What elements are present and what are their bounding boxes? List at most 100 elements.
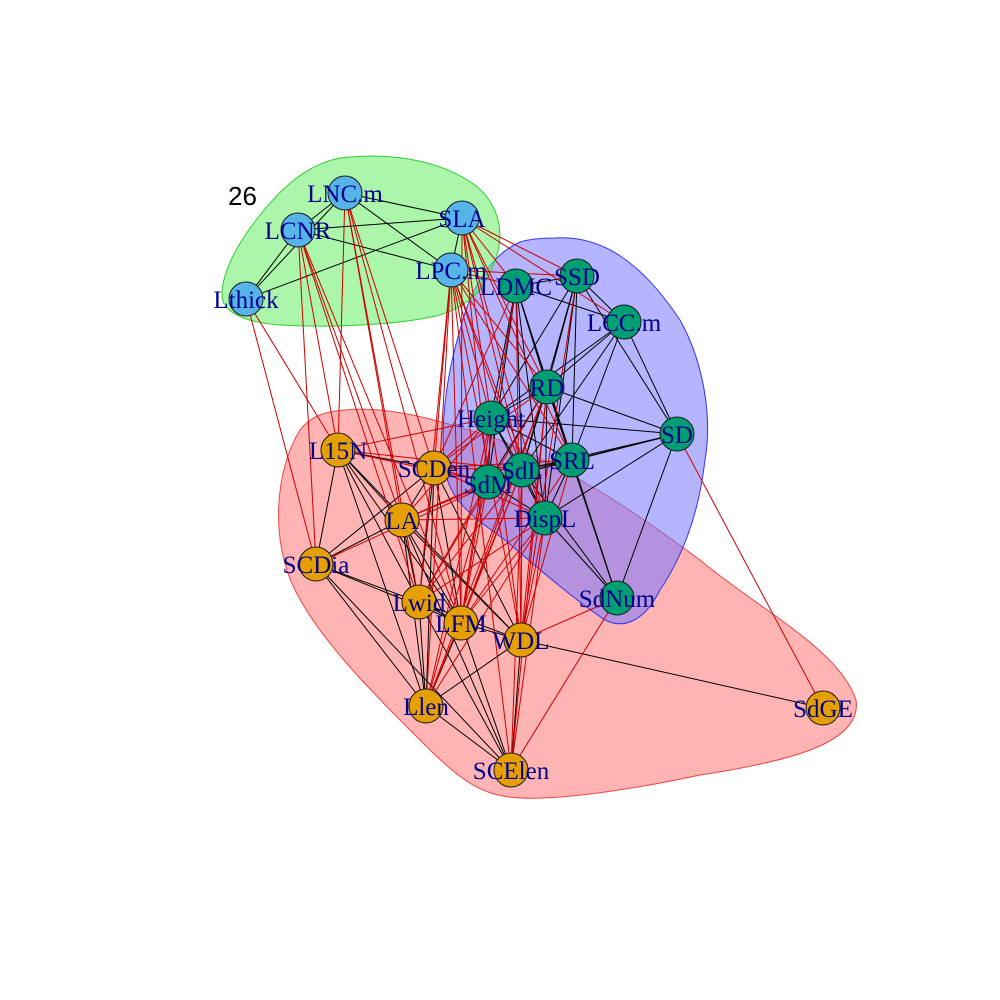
node-llen[interactable] xyxy=(408,688,444,724)
edge-sla-sdl xyxy=(461,217,523,471)
edge-la-displ xyxy=(401,517,546,521)
node-lcnr[interactable] xyxy=(280,212,316,248)
edge-ldmc-displ xyxy=(515,285,546,519)
edge-sd-sdnum xyxy=(616,433,678,599)
edge-sla-lcc-m xyxy=(461,217,625,323)
node-lfm[interactable] xyxy=(443,605,479,641)
node-label-sdm: SdM xyxy=(464,472,513,499)
edge-lcnr-scdia xyxy=(297,229,317,565)
node-label-scelen: SCElen xyxy=(473,758,550,785)
edge-l15n-lwid xyxy=(337,449,420,603)
node-scdia[interactable] xyxy=(298,546,334,582)
edge-wdl-height xyxy=(490,417,522,641)
edge-lnc-m-lpc-m xyxy=(344,192,452,271)
edge-llen-sdl xyxy=(425,469,523,707)
node-lwid[interactable] xyxy=(401,584,437,620)
edge-wdl-llen xyxy=(425,639,522,707)
edge-ssd-height xyxy=(490,275,578,419)
edge-lwid-displ xyxy=(418,517,546,603)
node-displ[interactable] xyxy=(527,500,563,536)
node-l15n[interactable] xyxy=(320,432,356,468)
edge-sla-height xyxy=(461,217,492,419)
edge-l15n-scdia xyxy=(315,449,339,565)
node-label-lnc-m: LNC.m xyxy=(307,181,383,208)
edge-llen-height xyxy=(425,417,492,707)
node-label-la: LA xyxy=(385,508,418,535)
edge-lpc-m-rd xyxy=(450,269,548,388)
node-lthick[interactable] xyxy=(228,281,264,317)
edge-ldmc-lcc-m xyxy=(515,285,625,323)
node-sla[interactable] xyxy=(444,200,480,236)
edge-llen-sdm xyxy=(425,481,489,707)
node-la[interactable] xyxy=(384,502,420,538)
edge-lfm-srl xyxy=(460,459,573,624)
node-height[interactable] xyxy=(473,400,509,436)
node-ssd[interactable] xyxy=(559,258,595,294)
edge-llen-scelen xyxy=(425,705,512,771)
edge-scden-ldmc xyxy=(433,285,517,469)
edge-l15n-height xyxy=(337,417,492,451)
edge-sdge-sd xyxy=(676,433,824,709)
edge-la-scelen xyxy=(401,519,512,771)
node-label-lwid: Lwid xyxy=(393,590,446,617)
node-label-lpc-m: LPC.m xyxy=(415,258,487,285)
edge-scdia-lfm xyxy=(315,563,462,624)
edge-sla-lthick xyxy=(245,217,463,300)
node-scden[interactable] xyxy=(416,450,452,486)
edge-ldmc-sdl xyxy=(515,285,523,471)
edge-lcnr-sla xyxy=(297,217,463,231)
node-wdl[interactable] xyxy=(503,622,539,658)
node-srl[interactable] xyxy=(554,442,590,478)
edge-rd-sd xyxy=(546,386,678,435)
edge-ssd-srl xyxy=(571,275,578,461)
edge-lnc-m-lfm xyxy=(344,192,462,624)
edge-lpc-m-lwid xyxy=(418,269,452,603)
edge-scelen-sdnum xyxy=(510,597,618,771)
node-label-ldmc: LDMC xyxy=(480,274,552,301)
edge-lnc-m-sla xyxy=(344,192,463,219)
edge-lpc-m-height xyxy=(450,269,492,419)
node-sd[interactable] xyxy=(659,416,695,452)
node-label-height: Height xyxy=(457,406,525,433)
node-label-lcnr: LCNR xyxy=(265,218,332,245)
node-sdl[interactable] xyxy=(504,452,540,488)
node-lnc-m[interactable] xyxy=(327,175,363,211)
node-label-llen: Llen xyxy=(403,694,449,721)
node-label-rd: RD xyxy=(530,375,565,402)
edge-lpc-m-llen xyxy=(425,269,452,707)
node-label-sdl: SdL xyxy=(501,458,543,485)
node-label-sd: SD xyxy=(661,422,693,449)
panel-label: 26 xyxy=(228,181,257,211)
node-label-scdia: SCDia xyxy=(283,552,350,579)
edge-lcc-m-sd xyxy=(623,321,678,435)
edge-sla-lfm xyxy=(460,217,463,624)
edge-rd-displ xyxy=(544,386,548,519)
edge-lfm-height xyxy=(460,417,492,624)
edge-scelen-rd xyxy=(510,386,548,771)
edge-l15n-sdm xyxy=(337,449,489,483)
edge-lcnr-lfm xyxy=(297,229,462,624)
node-label-lcc-m: LCC.m xyxy=(587,310,662,337)
node-sdge[interactable] xyxy=(805,690,841,726)
node-lpc-m[interactable] xyxy=(433,252,469,288)
node-lcc-m[interactable] xyxy=(606,304,642,340)
edge-lthick-scdia xyxy=(245,298,317,565)
node-label-ssd: SSD xyxy=(554,264,600,291)
node-ldmc[interactable] xyxy=(498,268,534,304)
node-scelen[interactable] xyxy=(493,752,529,788)
edge-scden-srl xyxy=(433,459,573,469)
edge-wdl-ssd xyxy=(520,275,578,641)
labels-layer: LNC.m LCNR SLA LPC.m Lthick LDMC SSD LCC.m RDHei… xyxy=(213,181,853,785)
edge-lfm-sdm xyxy=(460,481,489,624)
edge-wdl-srl xyxy=(520,459,573,641)
edge-lfm-displ xyxy=(460,517,546,624)
edge-scdia-scelen xyxy=(315,563,512,771)
edge-la-lfm xyxy=(401,519,462,624)
node-sdnum[interactable] xyxy=(599,580,635,616)
edge-sla-ssd xyxy=(461,217,578,277)
edge-lpc-m-sdl xyxy=(450,269,523,471)
node-rd[interactable] xyxy=(529,369,565,405)
node-sdm[interactable] xyxy=(470,464,506,500)
edge-lwid-scelen xyxy=(418,601,512,771)
edge-lcnr-lwid xyxy=(297,229,420,603)
